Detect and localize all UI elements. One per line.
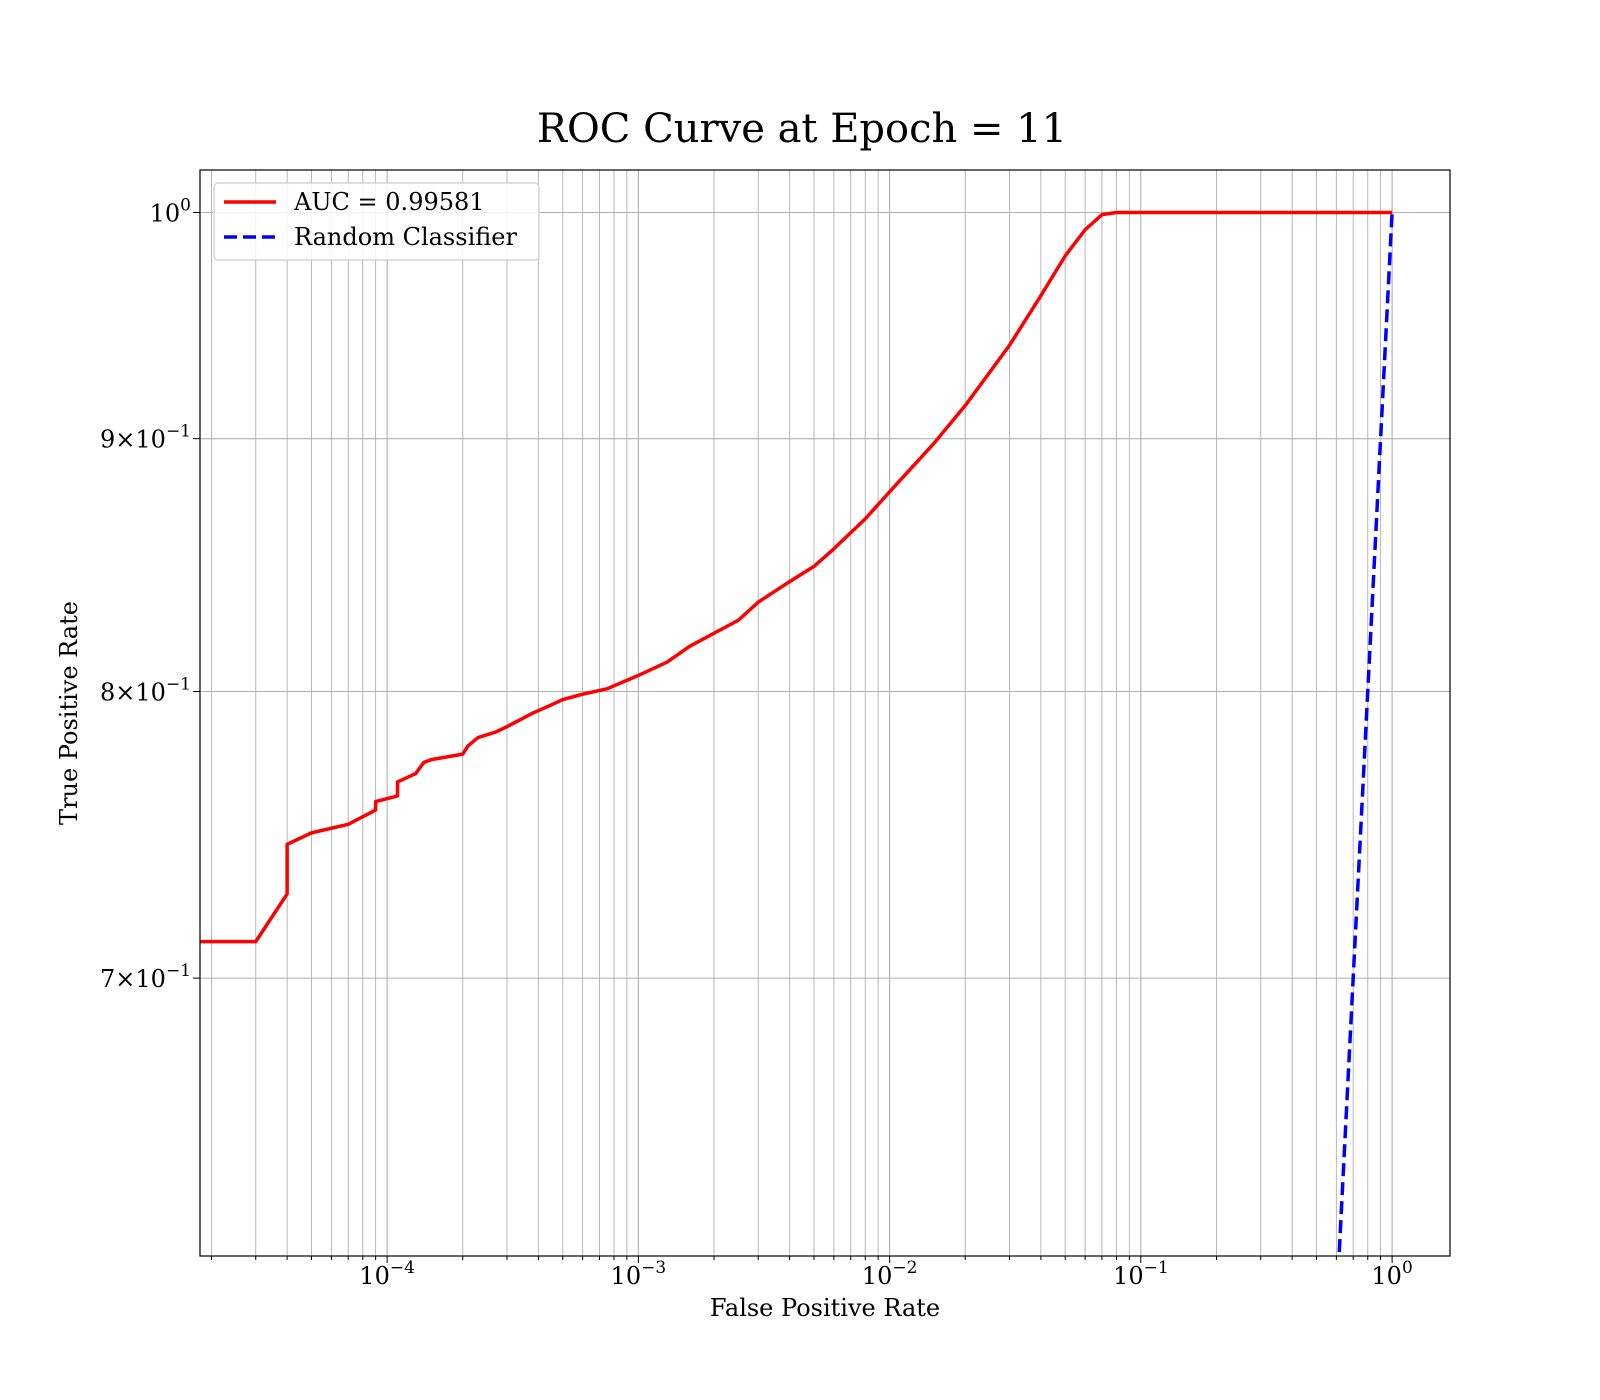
x-tick-label: 10−4 [359, 1258, 415, 1290]
x-tick-label-base: 10 [1371, 1262, 1402, 1290]
y-tick-label-exponent: −1 [166, 674, 191, 694]
y-tick-label-base: 8×10 [100, 678, 166, 706]
legend-frame [213, 182, 540, 261]
x-tick-label-base: 10 [611, 1262, 642, 1290]
x-tick-label-exponent: −1 [1144, 1258, 1169, 1278]
y-tick-label: 100 [150, 196, 191, 228]
x-tick-label-exponent: −4 [390, 1258, 415, 1278]
plot-frame [199, 169, 1451, 1257]
x-tick-label-base: 10 [862, 1262, 893, 1290]
y-tick-label-exponent: −1 [166, 961, 191, 981]
roc-curve-line [200, 210, 1393, 944]
x-tick-label: 10−3 [611, 1258, 667, 1290]
x-tick-label-base: 10 [1113, 1262, 1144, 1290]
x-tick-label: 10−2 [862, 1258, 918, 1290]
x-tick-label: 10−1 [1113, 1258, 1169, 1290]
y-tick-label: 8×10−1 [100, 674, 191, 706]
series-layer [200, 210, 1394, 1256]
y-axis-label: True Positive Rate [55, 601, 83, 825]
y-tick-label: 9×10−1 [100, 422, 191, 454]
x-tick-label-exponent: −3 [641, 1258, 666, 1278]
x-tick-label-base: 10 [359, 1262, 390, 1290]
grid-lines [200, 170, 1450, 1256]
random-classifier-line [1337, 212, 1394, 1256]
legend-label-random: Random Classifier [294, 223, 517, 251]
y-tick-label-exponent: −1 [166, 422, 191, 442]
x-tick-label-exponent: 0 [1402, 1258, 1413, 1278]
y-tick-label-base: 10 [150, 200, 181, 228]
x-axis-label: False Positive Rate [710, 1294, 940, 1322]
x-tick-label: 100 [1371, 1258, 1412, 1290]
chart-title: ROC Curve at Epoch = 11 [537, 106, 1067, 152]
y-tick-label: 7×10−1 [100, 961, 191, 993]
y-tick-label-base: 9×10 [100, 426, 166, 454]
x-tick-label-exponent: −2 [892, 1258, 917, 1278]
legend: AUC = 0.99581 Random Classifier [213, 182, 540, 261]
y-tick-label-base: 7×10 [100, 965, 166, 993]
axis-ticks [193, 212, 1393, 1263]
legend-label-auc: AUC = 0.99581 [293, 188, 485, 216]
y-tick-label-exponent: 0 [180, 196, 191, 216]
